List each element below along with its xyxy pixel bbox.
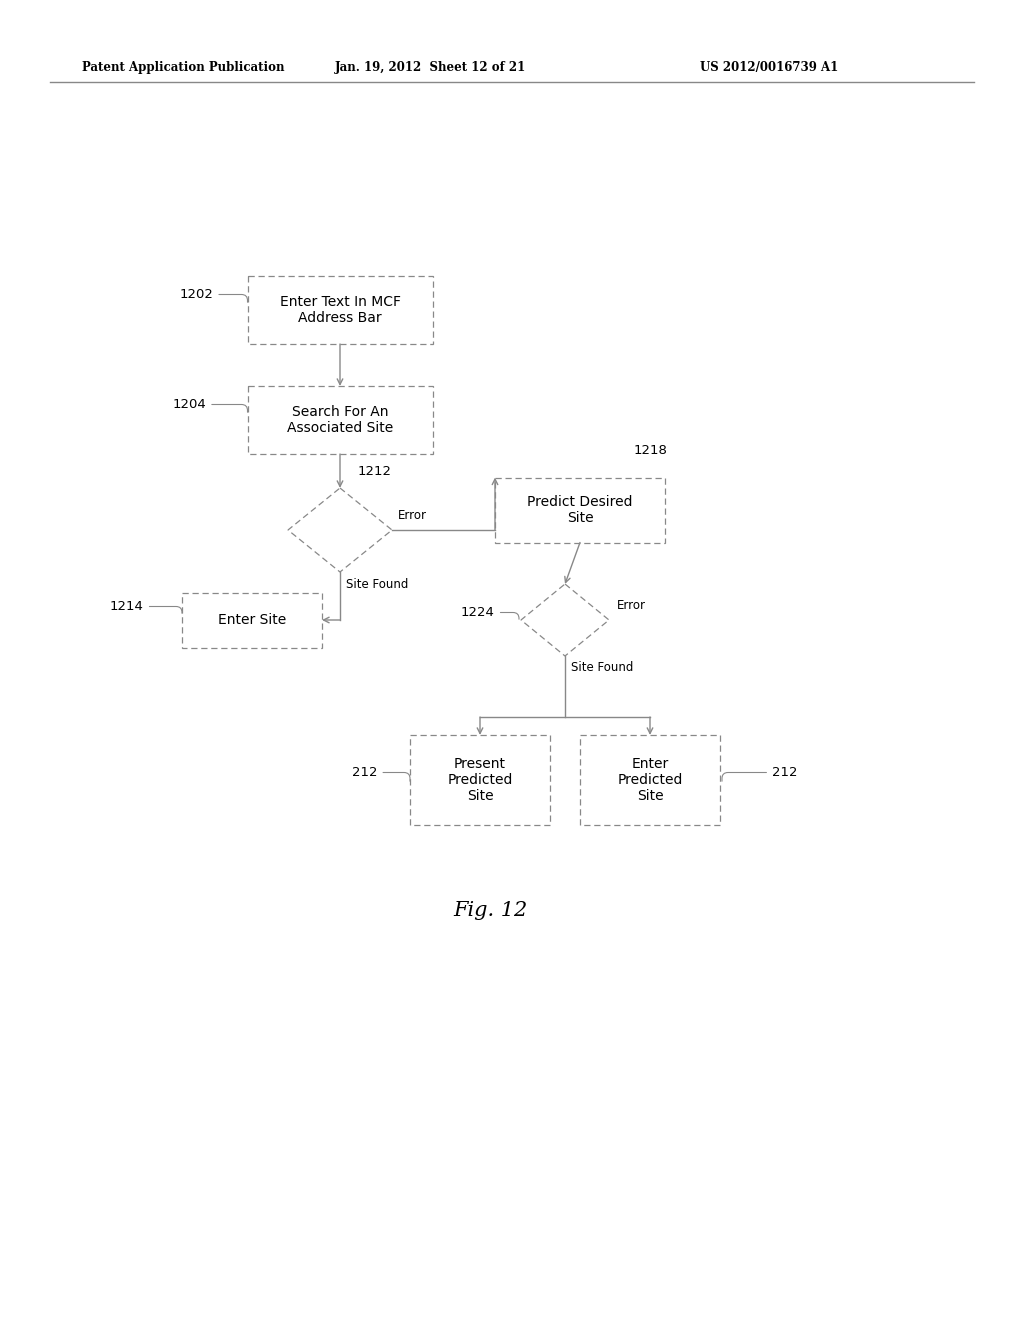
Text: US 2012/0016739 A1: US 2012/0016739 A1 xyxy=(700,62,839,74)
Polygon shape xyxy=(521,583,609,656)
Text: Search For An
Associated Site: Search For An Associated Site xyxy=(287,405,393,436)
FancyBboxPatch shape xyxy=(410,735,550,825)
Text: 1212: 1212 xyxy=(358,465,392,478)
FancyBboxPatch shape xyxy=(248,276,432,345)
Text: Fig. 12: Fig. 12 xyxy=(453,900,527,920)
Text: 1224: 1224 xyxy=(461,606,519,619)
Text: Site Found: Site Found xyxy=(346,578,409,591)
Text: 1218: 1218 xyxy=(633,445,667,458)
Text: Patent Application Publication: Patent Application Publication xyxy=(82,62,285,74)
Text: Enter
Predicted
Site: Enter Predicted Site xyxy=(617,756,683,803)
Text: Present
Predicted
Site: Present Predicted Site xyxy=(447,756,513,803)
FancyBboxPatch shape xyxy=(580,735,720,825)
Text: Site Found: Site Found xyxy=(571,661,634,675)
Text: Error: Error xyxy=(617,599,646,612)
Text: Predict Desired
Site: Predict Desired Site xyxy=(527,495,633,525)
Text: Jan. 19, 2012  Sheet 12 of 21: Jan. 19, 2012 Sheet 12 of 21 xyxy=(335,62,525,74)
FancyBboxPatch shape xyxy=(248,385,432,454)
Text: Error: Error xyxy=(398,510,427,521)
Text: 212: 212 xyxy=(352,766,410,781)
Polygon shape xyxy=(288,488,392,572)
Text: 1202: 1202 xyxy=(179,288,248,302)
FancyBboxPatch shape xyxy=(182,593,322,648)
Text: 212: 212 xyxy=(722,766,798,781)
Text: Enter Site: Enter Site xyxy=(218,612,286,627)
Text: 1214: 1214 xyxy=(110,601,182,614)
FancyBboxPatch shape xyxy=(495,478,665,543)
Text: 1204: 1204 xyxy=(172,399,248,412)
Text: Enter Text In MCF
Address Bar: Enter Text In MCF Address Bar xyxy=(280,294,400,325)
